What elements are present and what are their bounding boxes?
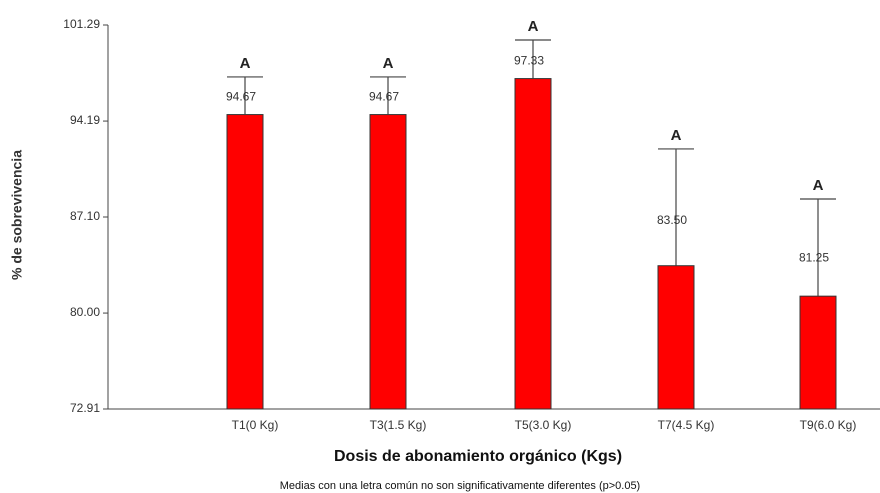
x-axis-title: Dosis de abonamiento orgánico (Kgs) [334, 448, 622, 465]
y-tick-label: 72.91 [70, 401, 100, 415]
y-tick-label: 94.19 [70, 113, 100, 127]
y-tick-label: 87.10 [70, 209, 100, 223]
value-label: 94.67 [369, 90, 399, 104]
bar [369, 114, 407, 410]
value-label: 83.50 [657, 213, 687, 227]
bar [657, 265, 695, 410]
bar [799, 295, 837, 410]
y-tick-label: 80.00 [70, 305, 100, 319]
value-label: 94.67 [226, 90, 256, 104]
bar [226, 114, 264, 410]
letter: A [240, 55, 251, 72]
value-label: 97.33 [514, 53, 544, 67]
value-label: 81.25 [799, 250, 829, 264]
y-axis-title: % de sobrevivencia [9, 150, 25, 280]
x-tick-label: T3(1.5 Kg) [370, 418, 427, 432]
letter: A [528, 18, 539, 35]
footnote: Medias con una letra común no son signif… [280, 480, 640, 492]
x-tick-label: T5(3.0 Kg) [515, 418, 572, 432]
letter: A [383, 55, 394, 72]
letter: A [671, 127, 682, 144]
y-tick-label: 101.29 [63, 17, 100, 31]
letter: A [813, 177, 824, 194]
x-tick-label: T7(4.5 Kg) [658, 418, 715, 432]
x-tick-label: T1(0 Kg) [232, 418, 279, 432]
bar [514, 78, 552, 410]
x-tick-label: T9(6.0 Kg) [800, 418, 857, 432]
